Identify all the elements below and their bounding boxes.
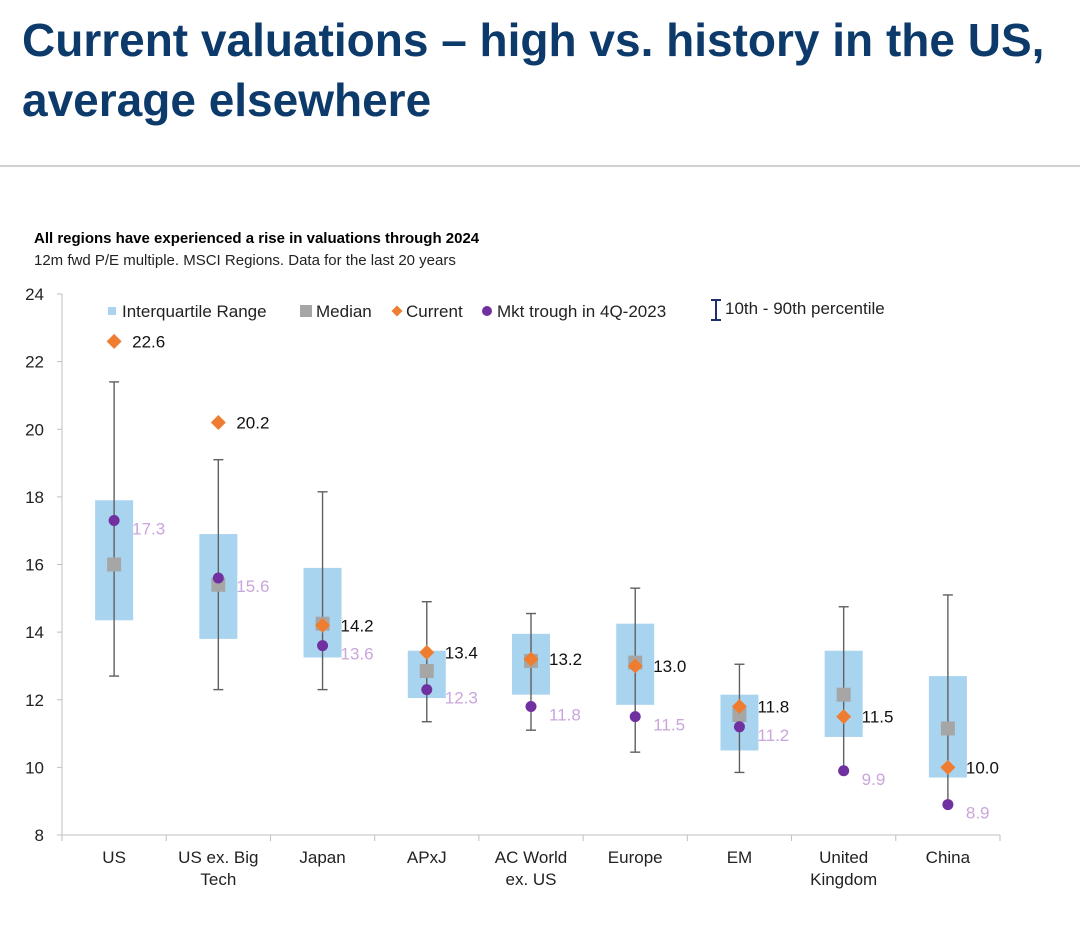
median-marker: [940, 721, 955, 736]
trough-value-label: 8.9: [966, 804, 990, 823]
trough-marker: [212, 572, 224, 584]
legend-trough-swatch: [482, 306, 492, 316]
x-category-label: AC World: [495, 848, 567, 867]
median-marker: [836, 687, 851, 702]
current-marker: [106, 333, 122, 349]
chart-title: All regions have experienced a rise in v…: [34, 230, 480, 247]
x-category-label: EM: [727, 848, 753, 867]
median-marker: [419, 664, 434, 679]
trough-value-label: 13.6: [341, 645, 374, 664]
page-title: Current valuations – high vs. history in…: [22, 14, 1045, 126]
x-category-label: APxJ: [407, 848, 447, 867]
x-category-label: United: [819, 848, 868, 867]
title-divider: [0, 165, 1080, 167]
trough-marker: [733, 721, 745, 733]
current-value-label: 10.0: [966, 758, 999, 777]
trough-value-label: 11.2: [757, 726, 789, 745]
trough-value-label: 12.3: [445, 689, 478, 708]
y-tick-label: 22: [25, 353, 44, 372]
legend-median-label: Median: [316, 302, 372, 321]
current-value-label: 11.5: [862, 708, 894, 727]
current-value-label: 13.0: [653, 657, 686, 676]
trough-marker: [421, 684, 433, 696]
legend-current-label: Current: [406, 302, 463, 321]
current-marker: [523, 651, 539, 667]
current-value-label: 11.8: [757, 698, 789, 717]
legend-median-swatch: [300, 305, 312, 317]
y-tick-label: 24: [25, 285, 44, 304]
current-marker: [627, 658, 643, 674]
y-tick-label: 10: [25, 758, 44, 777]
y-tick-label: 8: [35, 826, 44, 845]
current-marker: [836, 709, 852, 725]
current-marker: [315, 617, 331, 633]
chart-subtitle: 12m fwd P/E multiple. MSCI Regions. Data…: [34, 252, 456, 269]
current-value-label: 13.2: [549, 650, 582, 669]
trough-marker: [838, 765, 850, 777]
legend-iqr-swatch: [108, 307, 116, 315]
x-category-label: Japan: [299, 848, 345, 867]
legend-iqr-label: Interquartile Range: [122, 302, 267, 321]
y-tick-label: 12: [25, 691, 44, 710]
current-value-label: 22.6: [132, 332, 165, 351]
trough-marker: [629, 711, 641, 723]
trough-marker: [525, 701, 537, 713]
x-category-label: US: [102, 848, 126, 867]
trough-marker: [108, 515, 120, 527]
current-marker: [210, 414, 226, 430]
trough-value-label: 15.6: [236, 577, 269, 596]
y-tick-label: 20: [25, 420, 44, 439]
current-value-label: 14.2: [341, 616, 374, 635]
trough-marker: [942, 799, 954, 811]
trough-marker: [317, 640, 329, 652]
trough-value-label: 11.5: [653, 716, 685, 735]
x-category-label: ex. US: [505, 870, 556, 889]
x-category-label: China: [926, 848, 971, 867]
median-marker: [107, 557, 122, 572]
current-value-label: 20.2: [236, 413, 269, 432]
x-category-label: Tech: [200, 870, 236, 889]
x-category-label: Kingdom: [810, 870, 877, 889]
legend-percentile-label: 10th - 90th percentile: [725, 299, 885, 318]
current-marker: [419, 644, 435, 660]
trough-value-label: 9.9: [862, 770, 886, 789]
current-value-label: 13.4: [445, 643, 478, 662]
current-marker: [940, 759, 956, 775]
trough-value-label: 11.8: [549, 706, 581, 725]
median-marker: [732, 707, 747, 722]
y-tick-label: 18: [25, 488, 44, 507]
x-category-label: Europe: [608, 848, 663, 867]
legend-trough-label: Mkt trough in 4Q-2023: [497, 302, 666, 321]
y-tick-label: 14: [25, 623, 44, 642]
y-tick-label: 16: [25, 556, 44, 575]
legend-current-swatch: [391, 305, 403, 317]
trough-value-label: 17.3: [132, 520, 165, 539]
valuation-chart: 8 10 12 14 16 18 20 22 24 22.6 17.3 US 20.2 15.6 US ex…: [25, 285, 1001, 889]
x-category-label: US ex. Big: [178, 848, 258, 867]
current-marker: [731, 699, 747, 715]
